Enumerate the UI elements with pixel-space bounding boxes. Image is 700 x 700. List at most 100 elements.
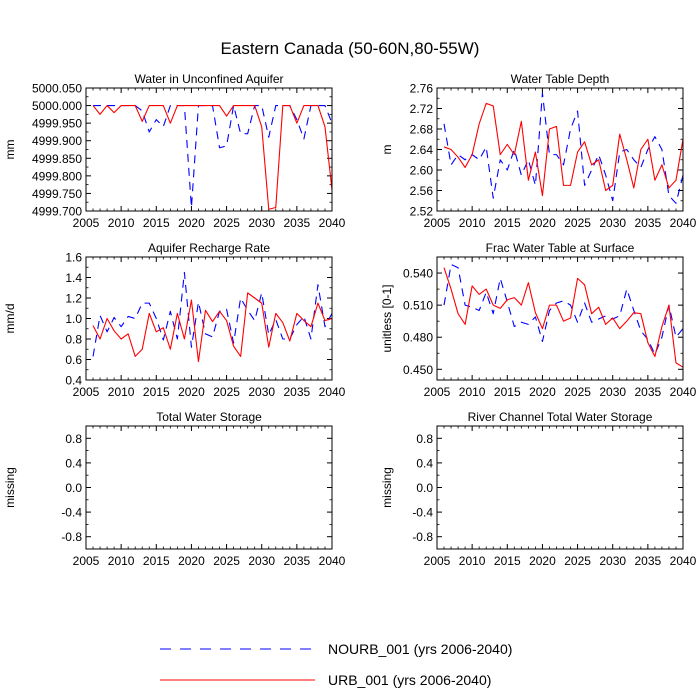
plot-frame [85, 87, 333, 212]
x-tick-label: 2040 [319, 554, 346, 568]
panel-title: Water Table Depth [511, 72, 610, 86]
x-tick-label: 2015 [494, 554, 521, 568]
x-tick-label: 2025 [213, 554, 240, 568]
x-tick-label: 2030 [599, 385, 626, 399]
y-tick-label: -0.4 [412, 506, 433, 520]
y-tick-label: 4999.800 [32, 169, 82, 183]
y-tick-label: 1.0 [65, 312, 82, 326]
plot-frame [85, 256, 333, 381]
x-tick-label: 2025 [564, 554, 591, 568]
x-tick-label: 2025 [564, 385, 591, 399]
y-tick-label: -0.8 [412, 530, 433, 544]
series-line-nourb-001 [443, 263, 684, 355]
y-tick-label: 0.4 [65, 456, 82, 470]
y-tick-label: 0.480 [403, 331, 433, 345]
x-tick-label: 2030 [599, 216, 626, 230]
figure-title: Eastern Canada (50-60N,80-55W) [221, 39, 480, 58]
x-tick-label: 2030 [248, 554, 275, 568]
y-axis-label: m [380, 145, 394, 155]
y-tick-label: 0.4 [65, 374, 82, 388]
x-tick-label: 2010 [108, 385, 135, 399]
panel-title: Water in Unconfined Aquifer [135, 72, 284, 86]
panel-title: Total Water Storage [156, 410, 262, 424]
x-tick-label: 2020 [178, 554, 205, 568]
x-tick-label: 2010 [108, 554, 135, 568]
y-tick-label: 5000.000 [32, 99, 82, 113]
y-tick-label: -0.4 [61, 506, 82, 520]
y-tick-label: 4999.950 [32, 117, 82, 131]
y-tick-label: 4999.850 [32, 152, 82, 166]
panel-1: Water in Unconfined Aquifer mm 2005 2010 201… [3, 72, 346, 230]
y-axis-label: missing [3, 467, 17, 508]
x-tick-label: 2010 [459, 554, 486, 568]
panel-3: Aquifer Recharge Rate mm/d 2005 2010 2015 202… [3, 241, 346, 399]
panel-6: River Channel Total Water Storage missing… [380, 410, 697, 568]
x-tick-label: 2005 [424, 554, 451, 568]
y-tick-label: 0.4 [416, 456, 433, 470]
y-tick-label: 2.76 [410, 82, 434, 96]
x-tick-label: 2005 [73, 554, 100, 568]
panel-title: Aquifer Recharge Rate [148, 241, 270, 255]
y-tick-label: 2.64 [410, 143, 434, 157]
panels-group: Water in Unconfined Aquifer mm 2005 2010 201… [3, 72, 697, 568]
plot-frame [85, 425, 333, 550]
x-tick-label: 2035 [284, 385, 311, 399]
y-tick-label: 1.4 [65, 271, 82, 285]
y-tick-label: 4999.900 [32, 134, 82, 148]
x-tick-label: 2025 [213, 385, 240, 399]
legend-label-urb: URB_001 (yrs 2006-2040) [328, 672, 491, 688]
x-tick-label: 2020 [529, 385, 556, 399]
y-tick-label: 0.0 [65, 481, 82, 495]
x-tick-label: 2020 [178, 385, 205, 399]
series-line-urb-001 [443, 102, 684, 197]
x-tick-label: 2005 [73, 385, 100, 399]
y-tick-label: 0.8 [65, 333, 82, 347]
y-axis-label: unitless [0-1] [380, 284, 394, 352]
y-tick-label: 0.450 [403, 363, 433, 377]
x-tick-label: 2040 [670, 216, 697, 230]
panel-title: Frac Water Table at Surface [486, 241, 635, 255]
y-tick-label: 0.8 [416, 432, 433, 446]
y-axis-label: mm/d [3, 304, 17, 334]
x-tick-label: 2010 [459, 216, 486, 230]
series-line-urb-001 [443, 267, 684, 368]
y-tick-label: 2.52 [410, 205, 434, 219]
plot-frame [436, 425, 684, 550]
y-tick-label: -0.8 [61, 530, 82, 544]
x-tick-label: 2040 [670, 554, 697, 568]
series-line-nourb-001 [443, 92, 684, 204]
x-tick-label: 2035 [635, 554, 662, 568]
x-tick-label: 2010 [108, 216, 135, 230]
panel-4: Frac Water Table at Surface unitless [0-1… [380, 241, 697, 399]
series-line-urb-001 [92, 292, 333, 363]
x-tick-label: 2015 [494, 385, 521, 399]
series-line-nourb-001 [92, 271, 333, 357]
panel-title: River Channel Total Water Storage [468, 410, 653, 424]
panel-5: Total Water Storage missing 2005 2010 2015 20… [3, 410, 346, 568]
x-tick-label: 2035 [284, 216, 311, 230]
x-tick-label: 2020 [178, 216, 205, 230]
y-tick-label: 0.8 [65, 432, 82, 446]
x-tick-label: 2015 [494, 216, 521, 230]
plot-frame [436, 87, 684, 212]
panel-2: Water Table Depth m 2005 2010 2015 2020 2025 20… [380, 72, 697, 230]
y-tick-label: 2.56 [410, 184, 434, 198]
x-tick-label: 2025 [213, 216, 240, 230]
y-tick-label: 0.6 [65, 353, 82, 367]
plot-frame [436, 256, 684, 381]
x-tick-label: 2015 [143, 554, 170, 568]
x-tick-label: 2015 [143, 216, 170, 230]
x-tick-label: 2035 [635, 385, 662, 399]
y-tick-label: 1.6 [65, 251, 82, 265]
legend: NOURB_001 (yrs 2006-2040) URB_001 (yrs 2… [160, 641, 512, 688]
x-tick-label: 2020 [529, 554, 556, 568]
x-tick-label: 2005 [73, 216, 100, 230]
legend-label-nourb: NOURB_001 (yrs 2006-2040) [328, 641, 512, 657]
x-tick-label: 2035 [284, 554, 311, 568]
y-tick-label: 4999.750 [32, 187, 82, 201]
x-tick-label: 2030 [599, 554, 626, 568]
y-axis-label: mm [3, 140, 17, 160]
y-tick-label: 4999.700 [32, 205, 82, 219]
y-tick-label: 2.60 [410, 164, 434, 178]
